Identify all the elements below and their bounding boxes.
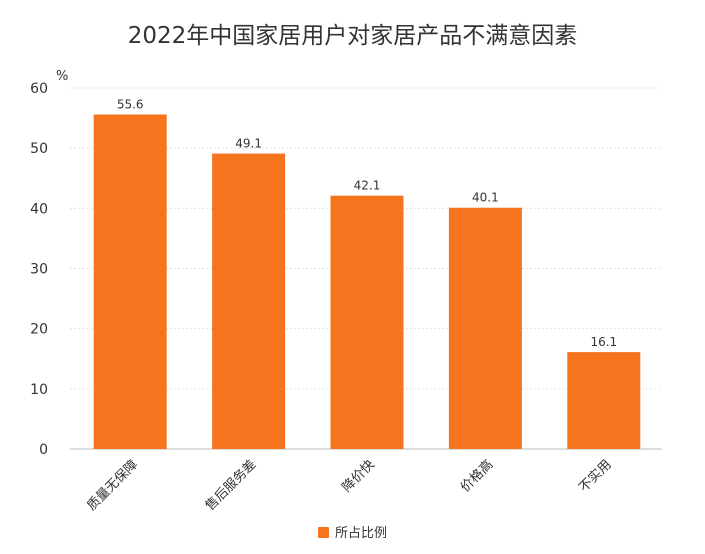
y-tick-label: 40 xyxy=(30,201,48,217)
x-tick-label: 质量无保障 xyxy=(84,457,141,514)
bar[interactable] xyxy=(330,195,404,449)
bar-value-label: 16.1 xyxy=(590,335,617,349)
y-tick-label: 10 xyxy=(30,382,48,398)
y-tick-label: 30 xyxy=(30,262,48,278)
bar-value-label: 49.1 xyxy=(235,137,262,151)
legend-label: 所占比例 xyxy=(334,526,387,541)
y-axis-unit-label: % xyxy=(56,69,68,84)
bar[interactable] xyxy=(448,207,522,449)
bar[interactable] xyxy=(567,352,641,449)
x-tick-label: 降价快 xyxy=(340,457,378,495)
y-tick-label: 60 xyxy=(30,81,48,97)
chart-title: 2022年中国家居用户对家居产品不满意因素 xyxy=(127,23,578,49)
data-labels: 55.6 49.1 42.1 40.1 16.1 xyxy=(117,97,617,349)
y-tick-label: 50 xyxy=(30,141,48,157)
x-tick-label: 售后服务差 xyxy=(202,457,259,514)
bars xyxy=(93,114,641,450)
y-tick-label: 0 xyxy=(39,442,48,458)
bar-value-label: 55.6 xyxy=(117,97,144,111)
bar-value-label: 40.1 xyxy=(472,191,499,205)
legend[interactable]: 所占比例 xyxy=(0,522,705,541)
x-tick-label: 不实用 xyxy=(576,457,614,495)
x-tick-label: 价格高 xyxy=(457,457,496,496)
bar[interactable] xyxy=(212,153,286,449)
bar-value-label: 42.1 xyxy=(354,179,381,193)
legend-swatch xyxy=(317,527,329,538)
bar[interactable] xyxy=(93,114,167,450)
y-tick-label: 20 xyxy=(30,322,48,338)
